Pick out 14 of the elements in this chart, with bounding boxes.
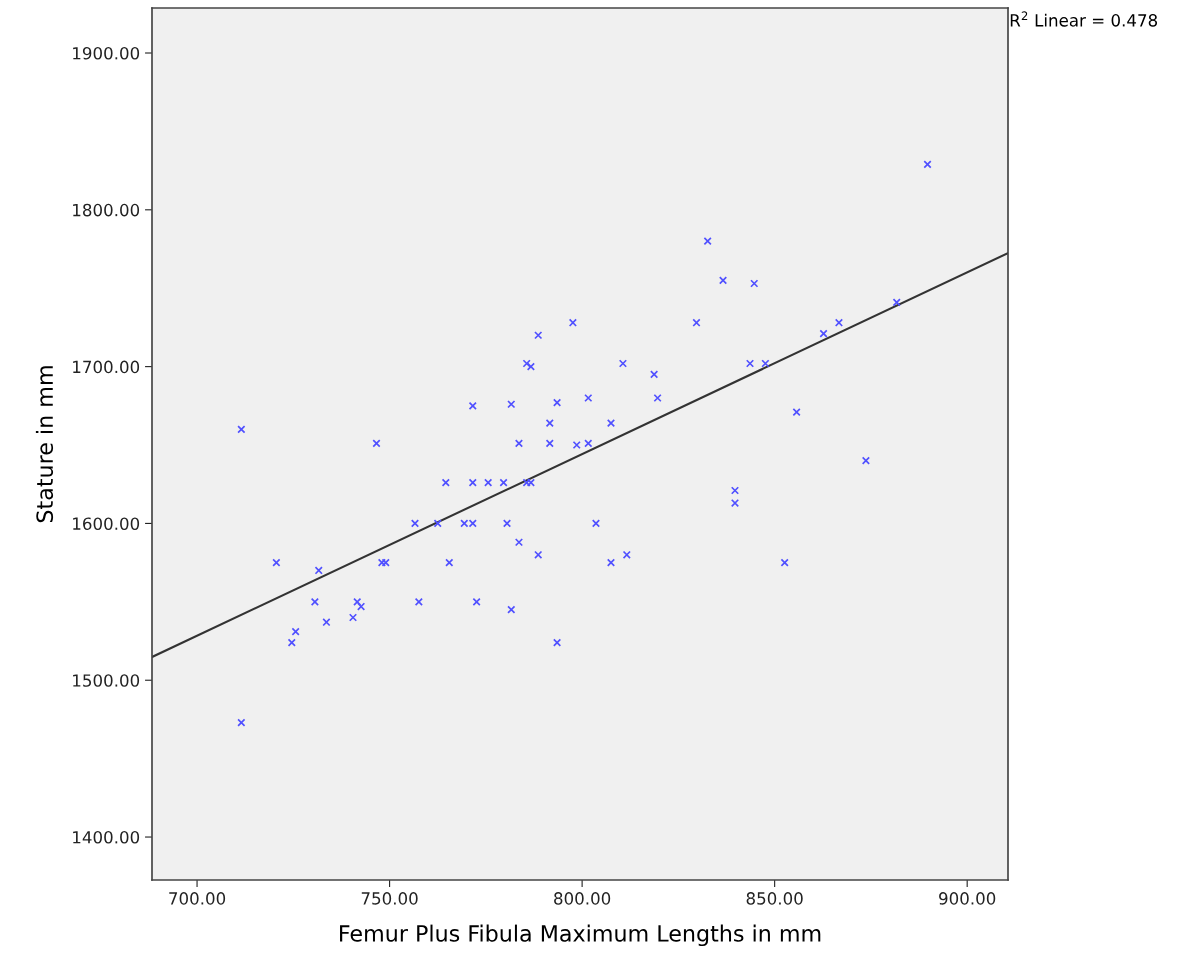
x-tick-label: 700.00 <box>169 892 226 905</box>
y-tick-label: 1800.00 <box>73 203 140 217</box>
x-tick-label: 850.00 <box>746 892 803 905</box>
x-tick-label: 750.00 <box>361 892 418 905</box>
x-axis-title: Femur Plus Fibula Maximum Lengths in mm <box>340 924 821 947</box>
y-tick-label: 1500.00 <box>73 674 140 687</box>
x-tick-label: 800.00 <box>554 892 611 905</box>
y-tick-label: 1600.00 <box>73 517 140 530</box>
y-tick-label: 1900.00 <box>73 46 140 60</box>
x-tick-label: 900.00 <box>939 892 996 905</box>
y-tick-label: 1400.00 <box>73 831 140 844</box>
y-axis-title: Stature in mm <box>35 366 54 523</box>
text: R$^{2}$ Linear = 0.478 <box>1010 11 1158 27</box>
y-tick-label: 1700.00 <box>73 360 140 374</box>
